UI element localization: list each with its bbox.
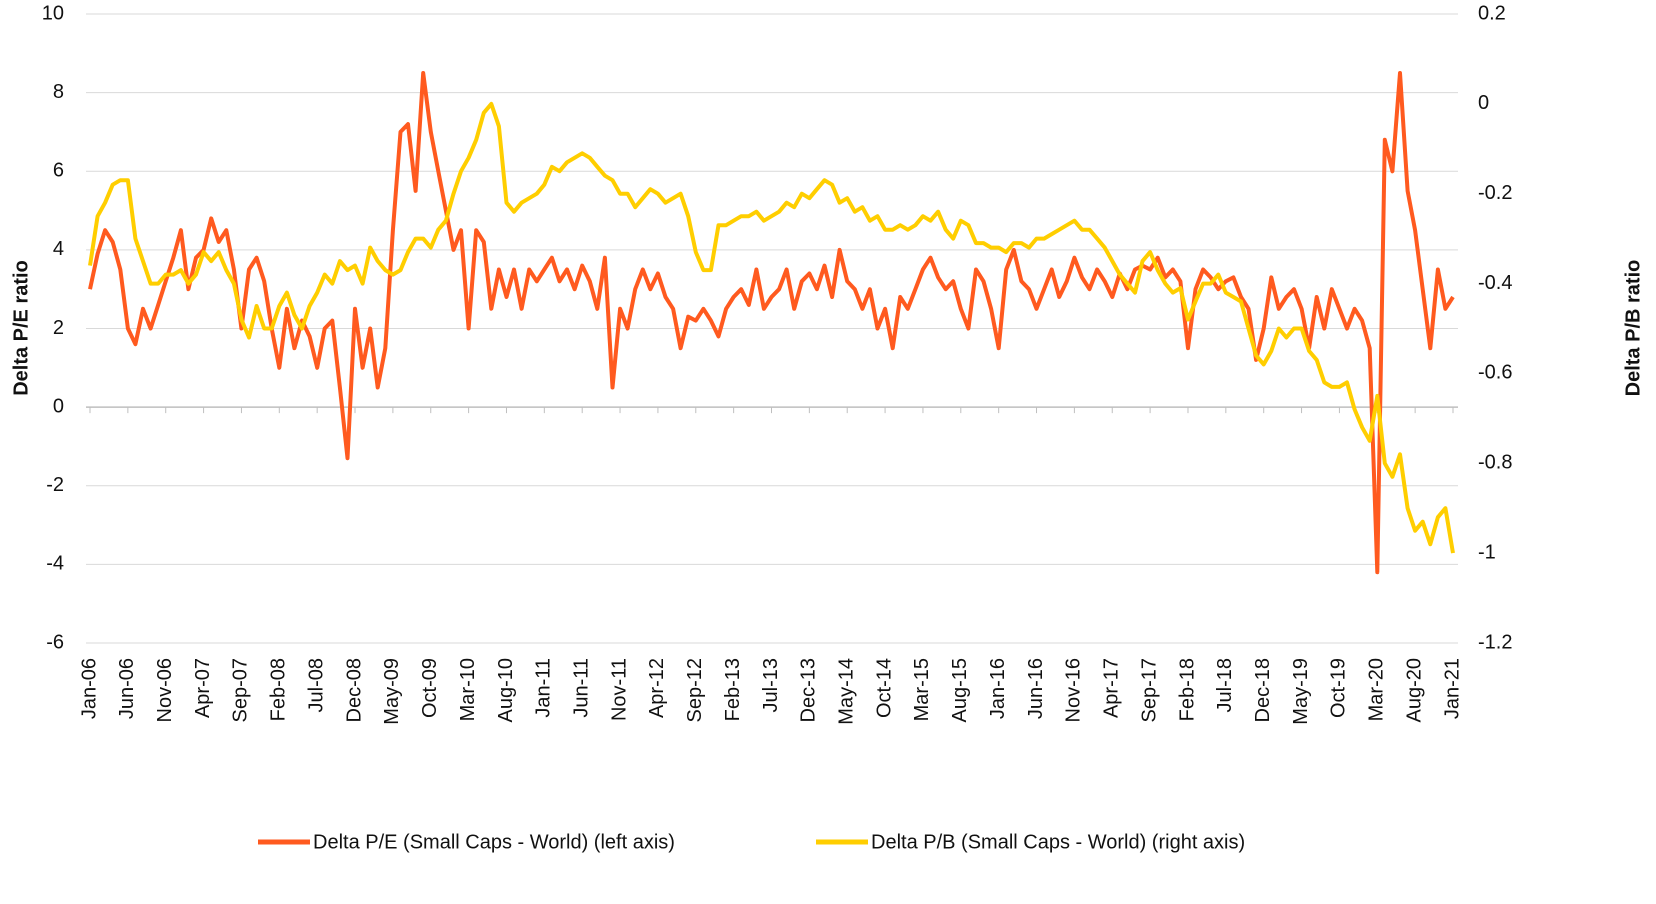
x-tick-label: Mar-10 [457,658,479,721]
y-tick-label: 4 [53,238,64,260]
y-tick-label: -2 [46,474,64,496]
y-tick-label: -6 [46,631,64,653]
x-tick-label: Nov-16 [1063,658,1085,722]
y-tick-label: 0 [53,395,64,417]
x-tick-label: Jul-08 [305,658,327,712]
y-tick-label: 6 [53,160,64,182]
y-tick-label: 10 [42,2,64,24]
x-tick-label: Jan-06 [78,658,100,719]
x-tick-label: Oct-14 [873,658,895,718]
y2-tick-label: 0 [1478,92,1489,114]
y2-tick-label: -1 [1478,541,1496,563]
y2-tick-label: 0.2 [1478,2,1506,24]
y-tick-label: -4 [46,553,64,575]
x-tick-label: Dec-08 [343,658,365,722]
x-tick-label: Jun-16 [1025,658,1047,719]
y2-axis-title: Delta P/B ratio [1622,260,1644,397]
x-tick-label: Mar-20 [1366,658,1388,721]
x-tick-label: Aug-15 [949,658,971,723]
x-tick-label: Apr-07 [192,658,214,718]
x-tick-label: Feb-13 [722,658,744,721]
x-tick-label: May-19 [1290,658,1312,725]
legend-label: Delta P/E (Small Caps - World) (left axi… [313,831,675,853]
y-tick-label: 8 [53,81,64,103]
x-tick-label: Oct-19 [1328,658,1350,718]
x-tick-label: Apr-17 [1101,658,1123,718]
x-tick-label: Jun-06 [116,658,138,719]
x-tick-label: Jan-11 [533,658,555,718]
x-tick-label: Apr-12 [646,658,668,718]
x-tick-label: Jul-18 [1214,658,1236,712]
x-tick-label: Nov-06 [154,658,176,722]
x-tick-label: Jan-16 [987,658,1009,719]
x-tick-label: Mar-15 [911,658,933,721]
x-tick-label: Jun-11 [570,658,592,718]
x-tick-label: Sep-07 [230,658,252,723]
x-tick-label: Sep-17 [1138,658,1160,723]
y-tick-label: 2 [53,317,64,339]
x-tick-label: Feb-18 [1176,658,1198,721]
x-tick-label: Nov-11 [608,658,630,721]
x-tick-label: Aug-20 [1403,658,1425,723]
legend-label: Delta P/B (Small Caps - World) (right ax… [871,831,1245,853]
y2-tick-label: -0.2 [1478,182,1512,204]
y-axis-title: Delta P/E ratio [10,260,32,396]
x-tick-label: May-14 [836,658,858,725]
x-tick-label: Dec-13 [798,658,820,722]
y2-tick-label: -0.4 [1478,272,1512,294]
x-tick-label: Oct-09 [419,658,441,718]
x-tick-label: Aug-10 [495,658,517,723]
series-line [88,71,1455,575]
y2-tick-label: -0.8 [1478,452,1512,474]
y2-tick-label: -1.2 [1478,631,1512,653]
x-tick-label: Jul-13 [760,658,782,712]
x-tick-label: May-09 [381,658,403,725]
x-tick-label: Jan-21 [1441,658,1463,719]
x-tick-label: Sep-12 [684,658,706,723]
x-tick-label: Feb-08 [268,658,290,721]
series-line [88,101,1455,554]
x-tick-label: Dec-18 [1252,658,1274,722]
y2-tick-label: -0.6 [1478,362,1512,384]
